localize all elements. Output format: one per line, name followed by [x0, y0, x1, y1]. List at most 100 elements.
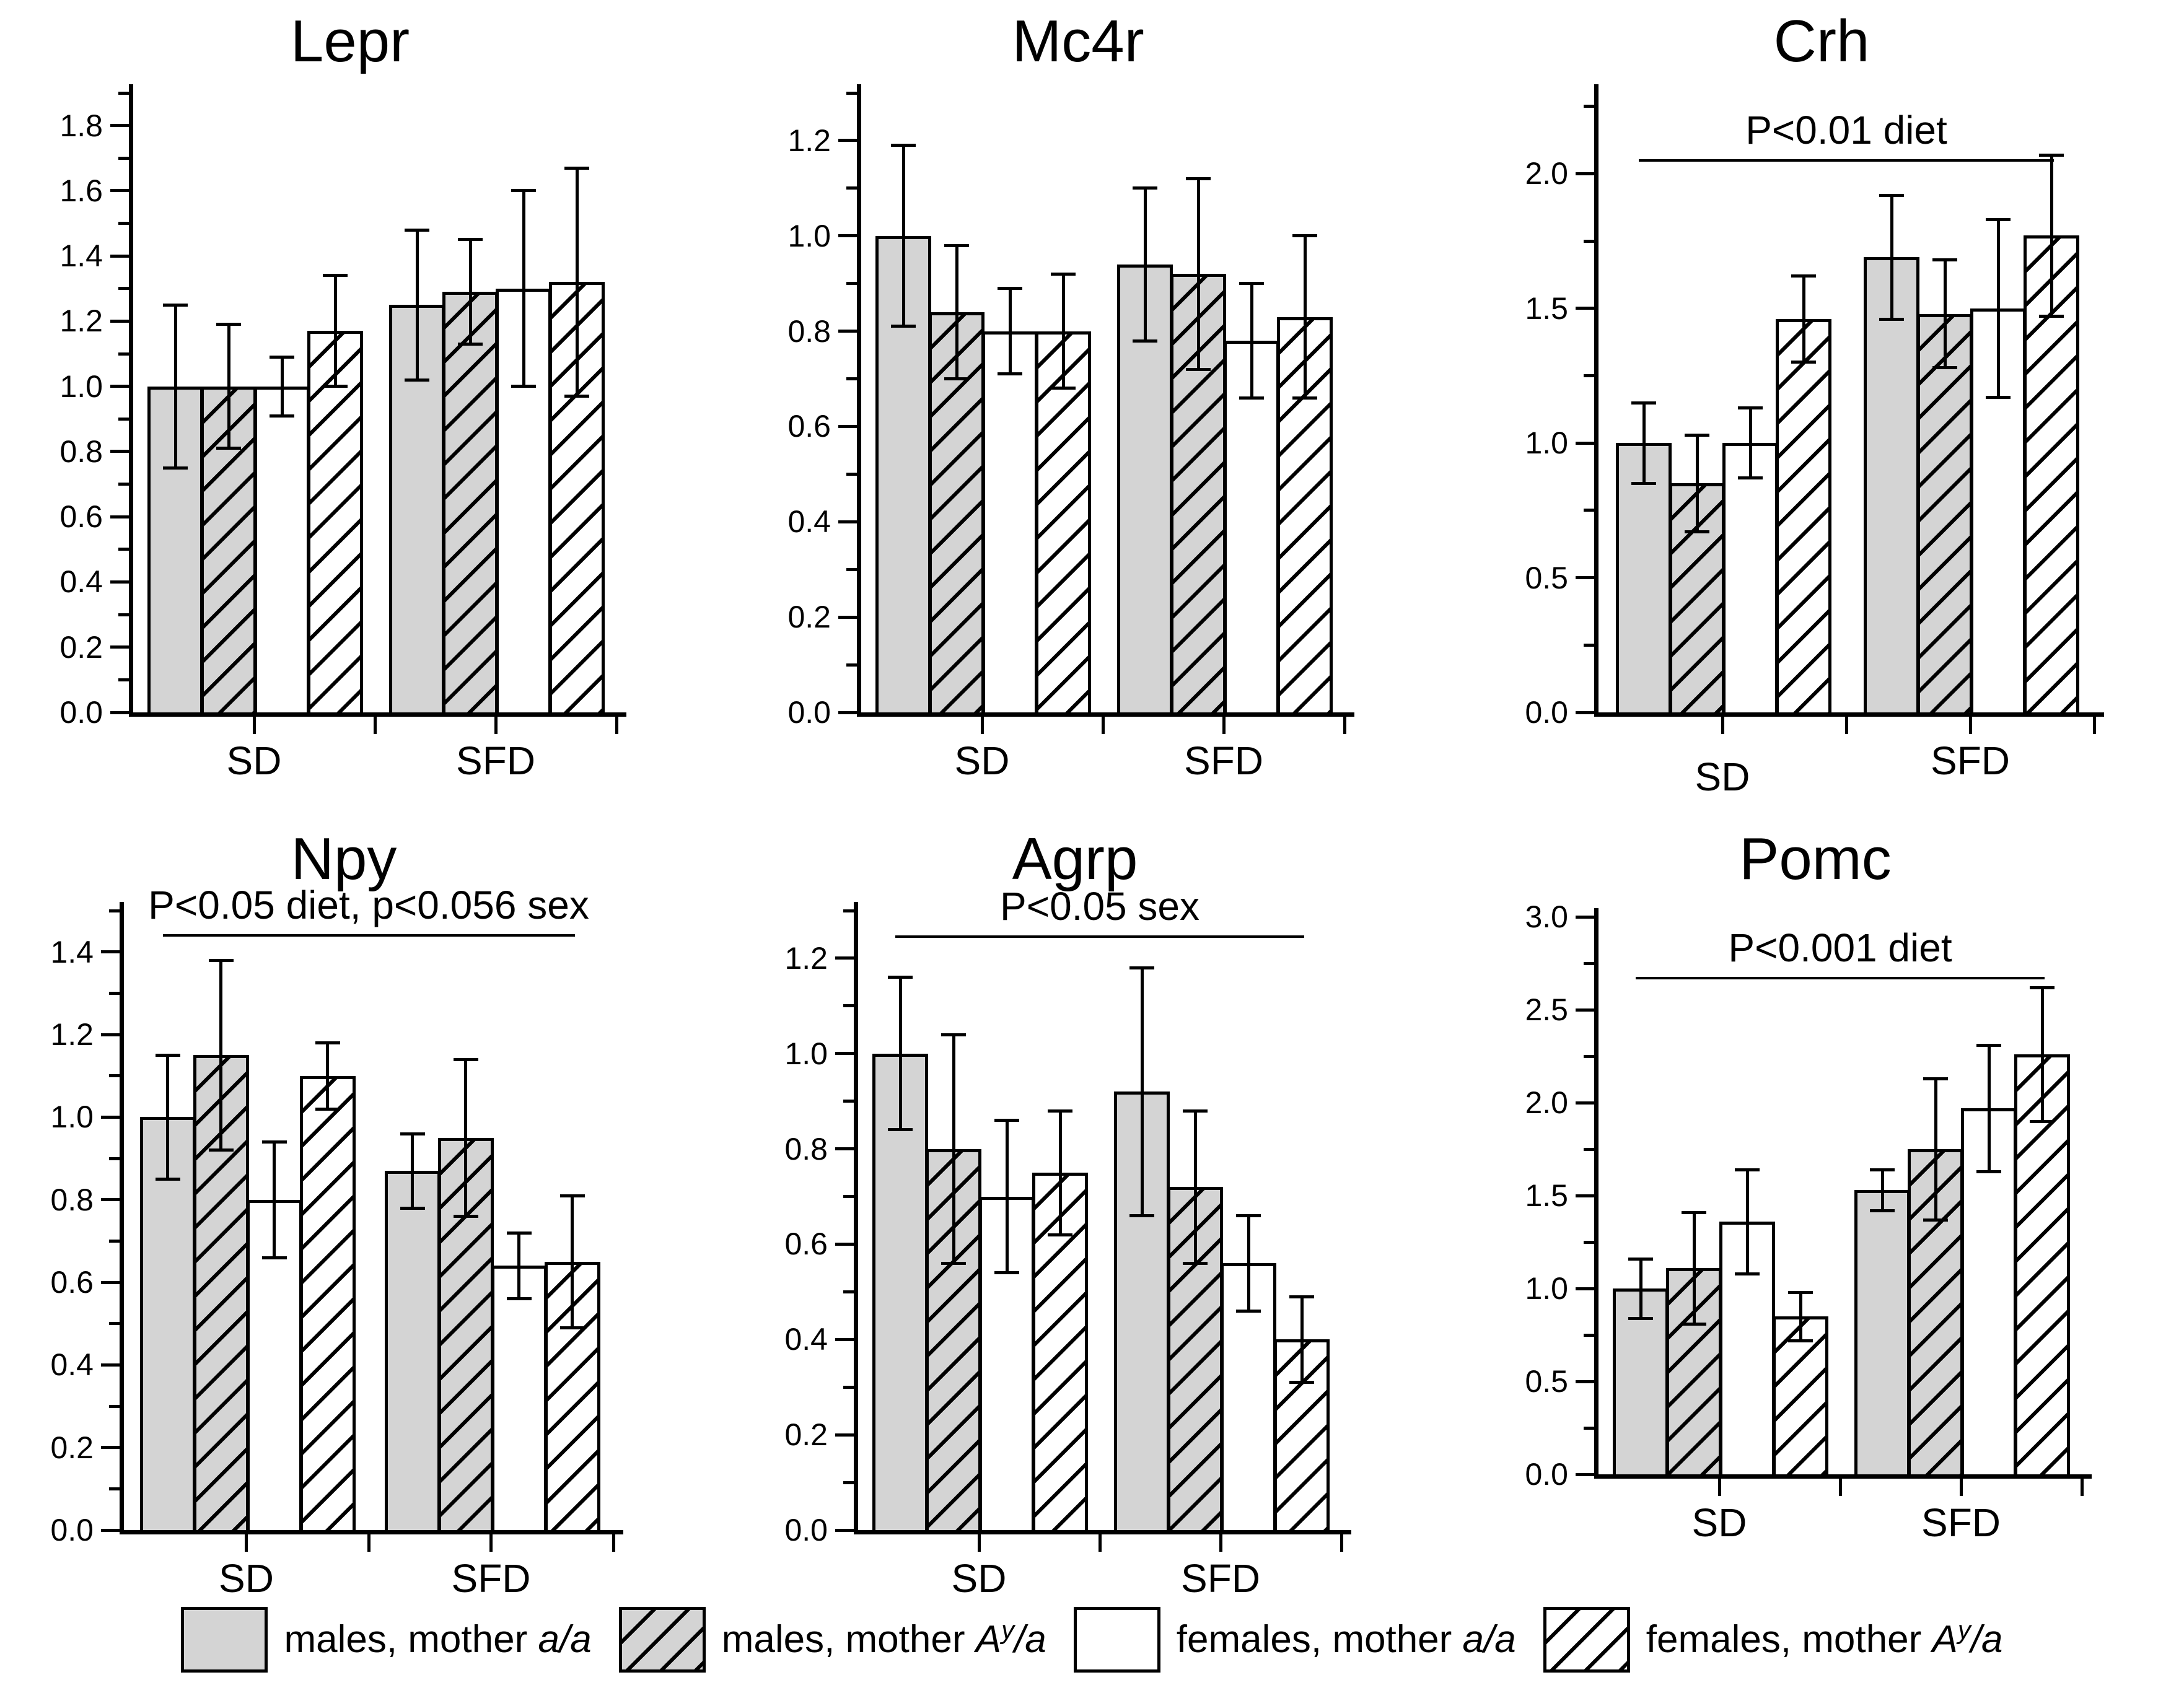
error-bar-line — [411, 1134, 414, 1208]
error-bar-line — [280, 357, 284, 416]
y-tick-major — [1576, 441, 1594, 445]
y-tick-major — [110, 645, 129, 649]
error-bar-cap — [506, 1297, 532, 1301]
error-bar-line — [1005, 1120, 1009, 1273]
error-bar-cap — [163, 303, 188, 307]
y-tick-minor — [118, 417, 129, 421]
x-category-label: SD — [954, 738, 1010, 783]
y-tick-minor — [109, 1074, 120, 1078]
error-bar-line — [1143, 188, 1147, 341]
error-bar-cap — [994, 1118, 1019, 1122]
error-bar-line — [575, 168, 579, 396]
y-tick-minor — [846, 282, 857, 286]
error-bar-line — [571, 1196, 574, 1328]
y-tick-major — [835, 1052, 854, 1056]
x-category-label: SFD — [1181, 1556, 1260, 1601]
y-tick-major — [1576, 1287, 1594, 1290]
y-tick-label: 2.0 — [1525, 1085, 1568, 1120]
y-tick-minor — [1584, 1054, 1594, 1058]
y-tick-major — [835, 956, 854, 960]
y-tick-minor — [846, 663, 857, 667]
y-tick-major — [110, 124, 129, 128]
y-tick-major — [835, 1337, 854, 1341]
error-bar-line — [1692, 1212, 1696, 1324]
chart-title-mc4r: Mc4r — [1012, 8, 1144, 74]
x-tick — [1340, 1534, 1343, 1552]
genotype-superscript: y — [1957, 1615, 1971, 1645]
y-tick-minor — [1584, 239, 1594, 243]
error-bar-line — [1890, 195, 1893, 320]
error-bar-cap — [1631, 401, 1656, 405]
y-tick-minor — [1584, 509, 1594, 512]
error-bar-cap — [998, 286, 1022, 290]
legend-label-females-aa: females, mother a/a — [1176, 1618, 1516, 1661]
error-bar-cap — [1239, 282, 1264, 286]
x-tick — [489, 1534, 493, 1552]
y-tick-minor — [118, 156, 129, 160]
significance-line — [895, 935, 1304, 938]
error-bar-cap — [405, 228, 429, 232]
y-tick-label: 0.2 — [59, 629, 103, 665]
x-axis — [120, 1530, 623, 1534]
y-tick-minor — [1584, 1147, 1594, 1151]
error-bar-cap — [994, 1271, 1019, 1275]
y-axis — [1594, 908, 1599, 1479]
y-tick-minor — [109, 1322, 120, 1326]
y-tick-major — [110, 450, 129, 453]
y-tick-minor — [118, 222, 129, 225]
error-bar-line — [955, 245, 958, 379]
legend-swatch-gray-hatched — [618, 1607, 706, 1673]
legend-item-males-aya: males, mother Ay/a — [618, 1607, 1046, 1673]
error-bar-line — [952, 1035, 955, 1264]
y-tick-major — [838, 234, 857, 238]
x-category-label: SFD — [1931, 738, 2010, 783]
legend-label-males-aa: males, mother a/a — [284, 1618, 592, 1661]
y-tick-label: 0.8 — [50, 1182, 94, 1217]
x-tick — [977, 1534, 981, 1552]
y-tick-major — [835, 1242, 854, 1246]
error-bar-cap — [1289, 1381, 1314, 1385]
error-bar-line — [166, 1055, 169, 1179]
y-tick-major — [835, 1433, 854, 1437]
error-bar-line — [1303, 235, 1307, 398]
x-tick — [1838, 1479, 1842, 1496]
y-tick-major — [1576, 1472, 1594, 1476]
x-tick — [1717, 1479, 1721, 1496]
error-bar-cap — [564, 166, 589, 170]
error-bar-line — [1247, 1215, 1250, 1311]
error-bar-line — [227, 324, 230, 448]
legend-label-males-aya: males, mother Ay/a — [721, 1615, 1046, 1661]
x-tick — [1959, 1479, 1963, 1496]
error-bar-line — [1745, 1170, 1749, 1274]
y-tick-minor — [1584, 374, 1594, 378]
y-tick-label: 1.0 — [50, 1100, 94, 1135]
y-tick-label: 0.6 — [59, 499, 103, 535]
y-tick-major — [101, 950, 120, 954]
x-category-label: SD — [226, 738, 282, 783]
error-bar-cap — [400, 1206, 425, 1210]
y-tick-major — [838, 330, 857, 333]
error-bar-cap — [323, 385, 348, 388]
error-bar-cap — [1239, 396, 1264, 400]
x-axis — [1594, 1474, 2092, 1479]
y-tick-minor — [118, 91, 129, 95]
x-axis — [857, 712, 1354, 717]
y-tick-minor — [118, 483, 129, 486]
error-bar-cap — [1976, 1170, 2001, 1173]
y-tick-major — [1576, 1101, 1594, 1105]
y-tick-minor — [118, 352, 129, 356]
error-bar-cap — [1682, 1210, 1706, 1214]
error-bar-line — [522, 190, 525, 387]
x-tick — [1222, 717, 1226, 734]
y-tick-label: 1.2 — [50, 1017, 94, 1052]
x-tick — [612, 1534, 615, 1552]
x-tick — [1098, 1534, 1102, 1552]
y-tick-major — [1576, 1380, 1594, 1383]
error-bar-cap — [405, 378, 429, 382]
error-bar-cap — [1870, 1168, 1895, 1171]
error-bar-cap — [1738, 476, 1763, 480]
y-tick-label: 0.0 — [1525, 1457, 1568, 1492]
y-tick-minor — [843, 1481, 854, 1484]
y-tick-minor — [843, 1290, 854, 1293]
error-bar-cap — [458, 342, 483, 346]
